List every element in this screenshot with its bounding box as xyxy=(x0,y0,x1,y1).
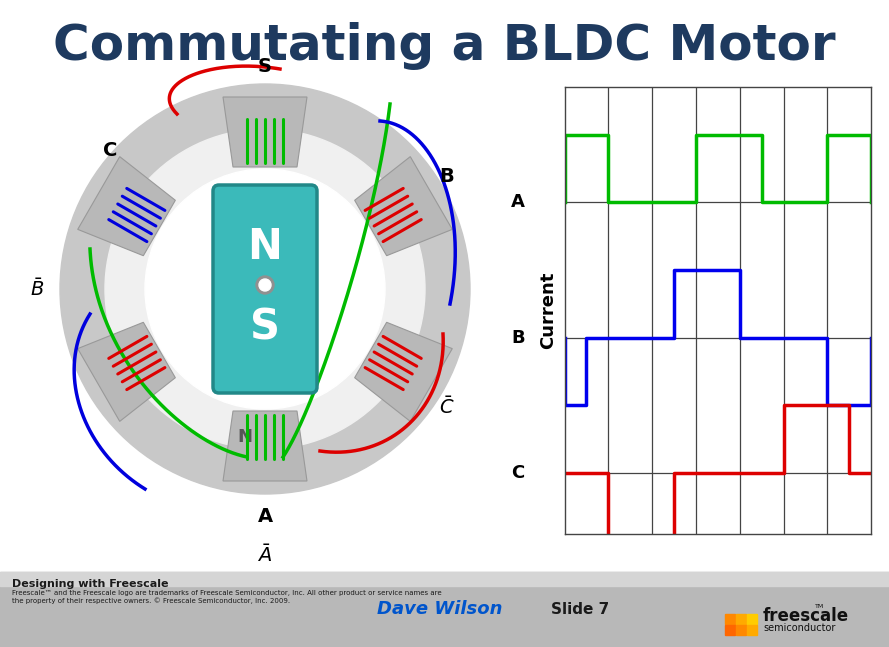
Bar xyxy=(747,614,757,624)
Y-axis label: Current: Current xyxy=(540,272,557,349)
Polygon shape xyxy=(223,97,307,167)
Text: A: A xyxy=(511,193,525,212)
Text: Freescale™ and the Freescale logo are trademarks of Freescale Semiconductor, Inc: Freescale™ and the Freescale logo are tr… xyxy=(12,590,442,604)
Polygon shape xyxy=(355,322,453,421)
Text: Slide 7: Slide 7 xyxy=(551,602,609,617)
Text: Designing with Freescale: Designing with Freescale xyxy=(12,579,169,589)
Circle shape xyxy=(145,169,385,409)
Text: $\bar{B}$: $\bar{B}$ xyxy=(30,278,44,300)
Text: Dave Wilson: Dave Wilson xyxy=(377,600,503,618)
Circle shape xyxy=(60,84,470,494)
Polygon shape xyxy=(77,322,175,421)
Bar xyxy=(0,572,889,647)
Text: B: B xyxy=(511,329,525,347)
Text: freescale: freescale xyxy=(763,607,849,625)
Polygon shape xyxy=(77,157,175,256)
Text: $\bar{A}$: $\bar{A}$ xyxy=(258,544,273,566)
Polygon shape xyxy=(223,411,307,481)
Text: Commutating a BLDC Motor: Commutating a BLDC Motor xyxy=(52,22,836,70)
Bar xyxy=(725,614,735,624)
Text: S: S xyxy=(258,58,272,76)
Bar xyxy=(725,625,735,635)
Text: $\bar{C}$: $\bar{C}$ xyxy=(439,396,455,418)
Bar xyxy=(747,625,757,635)
Circle shape xyxy=(259,279,271,291)
Text: S: S xyxy=(250,306,280,348)
Bar xyxy=(736,614,746,624)
Bar xyxy=(736,625,746,635)
Text: semiconductor: semiconductor xyxy=(763,623,836,633)
Text: TM: TM xyxy=(815,604,824,609)
Text: A: A xyxy=(258,507,273,527)
Polygon shape xyxy=(355,157,453,256)
Circle shape xyxy=(105,129,425,449)
Text: N: N xyxy=(237,428,252,446)
Text: N: N xyxy=(247,226,283,268)
Text: C: C xyxy=(103,142,117,160)
FancyBboxPatch shape xyxy=(213,185,317,393)
Text: C: C xyxy=(511,464,525,482)
Bar xyxy=(0,572,889,586)
Text: B: B xyxy=(440,168,454,186)
Circle shape xyxy=(256,276,274,294)
